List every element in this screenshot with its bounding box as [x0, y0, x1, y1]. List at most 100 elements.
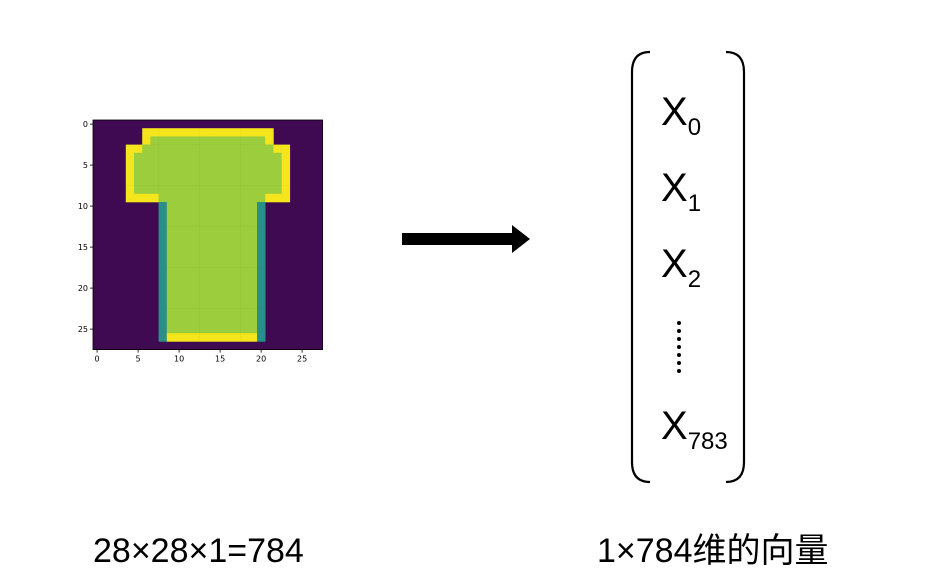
pixel-cell — [265, 177, 274, 186]
pixel-cell — [248, 316, 258, 326]
pixel-cell — [216, 243, 225, 252]
pixel-cell — [224, 226, 233, 236]
pixel-cell — [224, 333, 233, 342]
vector-size-caption: 1×784维的向量 — [597, 532, 829, 570]
pixel-cell — [207, 161, 217, 170]
pixel-cell — [191, 234, 200, 244]
pixel-cell — [207, 185, 217, 195]
pixel-cell — [142, 193, 151, 203]
vector-element-base: X — [661, 404, 688, 448]
pixel-cell — [232, 300, 241, 309]
pixel-cell — [158, 218, 168, 227]
pixel-cell — [240, 333, 250, 342]
pixel-cell — [240, 308, 250, 318]
pixel-cell — [224, 161, 233, 170]
pixel-cell — [191, 275, 200, 285]
pixel-cell — [207, 325, 217, 334]
pixel-cell — [257, 234, 266, 244]
pixel-cell — [240, 152, 250, 162]
pixel-cell — [158, 292, 168, 301]
pixel-cell — [166, 193, 176, 203]
pixel-cell — [265, 193, 274, 203]
pixel-cell — [183, 259, 192, 268]
pixel-cell — [248, 284, 258, 293]
pixel-cell — [232, 234, 241, 244]
pixel-cell — [248, 243, 258, 252]
pixel-cell — [257, 128, 266, 137]
pixel-cell — [134, 177, 143, 186]
pixel-cell — [199, 136, 209, 145]
pixel-cell — [257, 185, 266, 195]
pixel-cell — [191, 169, 200, 178]
pixel-cell — [158, 169, 168, 178]
pixel-cell — [232, 144, 241, 154]
x-tick-label: 5 — [136, 355, 141, 364]
pixel-cell — [216, 136, 225, 145]
pixel-cell — [166, 316, 176, 326]
pixel-cell — [240, 300, 250, 309]
pixel-cell — [232, 177, 241, 186]
pixel-cell — [265, 152, 274, 162]
pixel-cell — [166, 234, 176, 244]
pixel-cell — [175, 202, 184, 211]
pixel-cell — [166, 267, 176, 277]
pixel-cell — [183, 161, 192, 170]
pixel-cell — [232, 316, 241, 326]
x-tick-label: 10 — [174, 355, 184, 364]
pixel-cell — [257, 144, 266, 154]
pixel-cell — [207, 234, 217, 244]
pixel-cell — [175, 226, 184, 236]
pixel-cell — [158, 284, 168, 293]
pixel-cell — [224, 284, 233, 293]
pixel-cell — [166, 251, 176, 260]
pixel-cell — [216, 251, 225, 260]
pixel-cell — [216, 316, 225, 326]
pixel-cell — [166, 210, 176, 219]
pixel-cell — [150, 177, 159, 186]
pixel-cell — [134, 169, 143, 178]
pixel-cell — [175, 251, 184, 260]
pixel-cell — [207, 251, 217, 260]
pixel-cell — [207, 333, 217, 342]
pixel-cell — [257, 161, 266, 170]
pixel-cell — [257, 308, 266, 318]
pixel-cell — [207, 128, 217, 137]
pixel-cell — [240, 202, 250, 211]
pixel-cell — [224, 210, 233, 219]
pixel-cell — [199, 193, 209, 203]
pixel-cell — [183, 136, 192, 145]
pixel-cell — [224, 267, 233, 277]
image-size-caption: 28×28×1=784 — [93, 532, 304, 570]
pixel-cell — [166, 308, 176, 318]
pixel-cell — [158, 144, 168, 154]
pixel-cell — [257, 251, 266, 260]
pixel-cell — [248, 234, 258, 244]
pixel-cell — [166, 161, 176, 170]
vector-element-base: X — [661, 242, 688, 286]
pixel-cell — [240, 292, 250, 301]
pixel-cell — [175, 193, 184, 203]
pixel-cell — [224, 193, 233, 203]
pixel-cell — [207, 308, 217, 318]
pixel-cell — [199, 144, 209, 154]
pixel-cell — [191, 284, 200, 293]
pixel-cell — [216, 152, 225, 162]
pixel-cell — [158, 161, 168, 170]
pixel-cell — [224, 177, 233, 186]
pixel-cell — [224, 144, 233, 154]
pixel-cell — [158, 202, 168, 211]
pixel-cell — [199, 169, 209, 178]
pixel-cell — [199, 300, 209, 309]
pixel-cell — [207, 267, 217, 277]
pixel-cell — [199, 251, 209, 260]
pixel-cell — [281, 193, 291, 203]
pixel-cell — [240, 275, 250, 285]
pixel-cell — [183, 292, 192, 301]
pixel-cell — [207, 144, 217, 154]
pixel-cell — [134, 193, 143, 203]
pixel-cell — [125, 144, 135, 154]
pixel-cell — [257, 275, 266, 285]
pixel-cell — [175, 177, 184, 186]
pixel-cell — [191, 333, 200, 342]
pixel-cell — [183, 144, 192, 154]
